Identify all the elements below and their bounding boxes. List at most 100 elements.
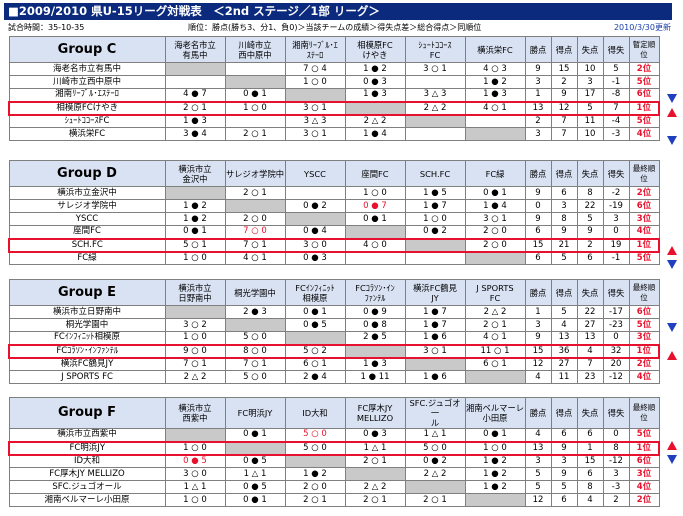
stat-points: 4 [524,370,552,384]
self-match-cell [404,114,466,128]
stat-points: 9 [524,186,552,200]
match-result: 1 ● 2 [344,62,406,76]
stat-gd: -3 [602,127,630,141]
match-result: 11 ○ 1 [464,343,526,359]
rank-down-icon [667,136,677,145]
opponent-header: 桐光学園中 [224,279,286,306]
stat-gf: 5 [550,251,578,265]
match-result: 0 ● 9 [344,305,406,319]
match-result: 2 △ 2 [344,480,406,494]
stat-ga: 17 [576,88,604,102]
stat-header-gf: 得点 [550,160,578,187]
match-result: 1 ● 2 [284,467,346,481]
stat-gf: 3 [550,199,578,213]
match-result: 5 ○ 0 [404,440,466,456]
stat-points: 3 [524,75,552,89]
ranking-rule: 順位：勝点(勝ち3、分1、負0)＞当該チームの成績＞得失点差＞総合得点＞同順位 [188,23,482,32]
stat-gd: -1 [602,251,630,265]
team-name: YSCC [8,212,166,226]
self-match-cell [164,428,226,442]
match-result: 2 ○ 0 [464,237,526,253]
rank-value: 5位 [628,318,660,332]
match-result: 2 △ 2 [464,305,526,319]
match-result: 0 ● 3 [284,251,346,265]
rank-header: 最終順位 [628,397,660,429]
group-table-4: Group F 横浜市立 西紫中 FC明浜JY ID大和 FC厚木JY MELLIZO S… [8,397,660,507]
opponent-header: FC明浜JY [224,397,286,429]
match-result: 5 ○ 1 [164,237,226,253]
stat-header-points: 勝点 [524,36,552,63]
match-result: 1 △ 1 [344,440,406,456]
rank-down-icon [667,94,677,103]
match-result: 0 ● 1 [284,305,346,319]
match-result: 0 ● 5 [224,454,286,468]
stat-points: 3 [524,127,552,141]
rank-value: 3位 [628,331,660,345]
stat-header-points: 勝点 [524,397,552,429]
self-match-cell [404,237,466,253]
rank-value: 6位 [628,305,660,319]
stat-ga: 3 [576,75,604,89]
stat-gf: 7 [550,127,578,141]
match-result: 0 ● 1 [344,212,406,226]
match-result: 1 ○ 0 [224,100,286,116]
stat-header-gd: 得失 [602,279,630,306]
opponent-header: 横浜FC鶴見 JY [404,279,466,306]
match-result: 1 ● 3 [344,88,406,102]
match-result: 7 ○ 1 [224,357,286,371]
match-result: 0 ● 1 [464,428,526,442]
team-name: 横浜FC鶴見JY [8,357,166,371]
team-name: ID大和 [8,454,166,468]
match-result: 0 ● 1 [164,225,226,239]
match-result: 2 ○ 1 [344,493,406,507]
match-result: 1 ● 3 [344,357,406,371]
group-name: Group F [8,397,166,429]
match-result: 1 ○ 0 [164,440,226,456]
self-match-cell [284,454,346,468]
stat-points: 9 [524,62,552,76]
stat-points: 1 [524,305,552,319]
opponent-header: FCｲﾝﾌｨﾆｯﾄ 相模原 [284,279,346,306]
match-result: 5 ○ 0 [284,440,346,456]
self-match-cell [344,100,406,116]
stat-gd: -17 [602,305,630,319]
rank-up-icon [667,246,677,255]
rank-value: 4位 [628,225,660,239]
team-name: FC明浜JY [8,440,166,456]
rank-value: 5位 [628,428,660,442]
opponent-header: 座間FC [344,160,406,187]
team-name: 川崎市立西中原中 [8,75,166,89]
stat-gf: 2 [550,75,578,89]
opponent-header: 相模原FC けやき [344,36,406,63]
self-match-cell [224,440,286,456]
opponent-header: YSCC [284,160,346,187]
self-match-cell [224,75,286,89]
match-result: 2 ○ 0 [464,225,526,239]
team-name: FC緑 [8,251,166,265]
match-result: 2 ○ 1 [224,186,286,200]
stat-gd: 7 [602,100,630,116]
stat-points: 12 [524,357,552,371]
match-result: 3 △ 3 [284,114,346,128]
rank-value: 4位 [628,127,660,141]
self-match-cell [284,331,346,345]
match-result: 2 △ 2 [164,370,226,384]
match-result: 7 ○ 1 [164,357,226,371]
match-result: 0 ● 2 [284,199,346,213]
stat-gd: 0 [602,428,630,442]
match-result: 3 ○ 2 [164,318,226,332]
match-result: 1 ● 2 [464,454,526,468]
team-name: 湘南ベルマーレ小田原 [8,493,166,507]
rank-value: 1位 [628,100,660,116]
stat-ga: 10 [576,62,604,76]
match-result: 3 △ 3 [404,88,466,102]
match-result: 2 ○ 1 [284,493,346,507]
match-result: 1 ● 2 [164,199,226,213]
stat-gd: 19 [602,237,630,253]
